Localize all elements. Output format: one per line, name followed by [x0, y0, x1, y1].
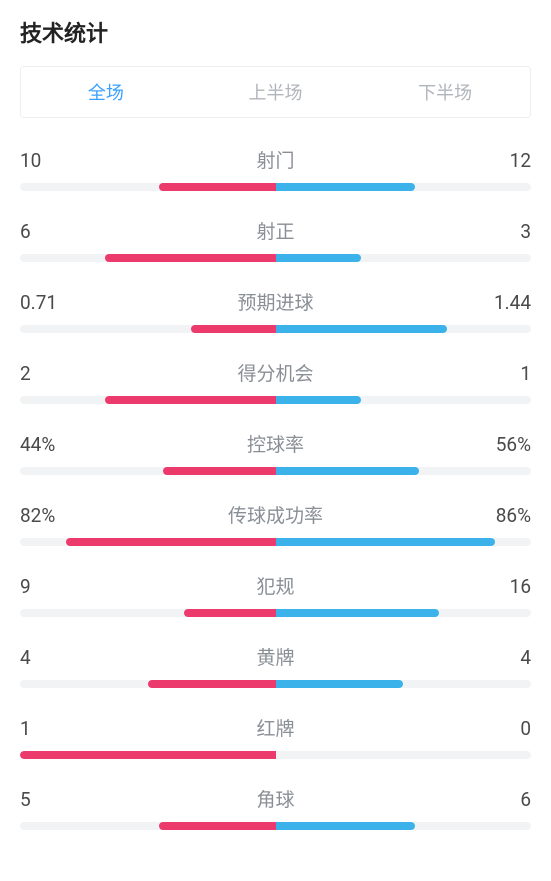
- bar-left-fill: [184, 609, 276, 617]
- stat-bar: [20, 609, 531, 617]
- stat-left-value: 4: [20, 646, 60, 669]
- stat-left-value: 2: [20, 362, 60, 385]
- stat-left-value: 5: [20, 788, 60, 811]
- stat-name: 传球成功率: [60, 501, 491, 528]
- tab-1[interactable]: 上半场: [191, 67, 361, 117]
- stat-bar: [20, 183, 531, 191]
- stat-labels: 1红牌0: [20, 714, 531, 741]
- stat-row: 1红牌0: [20, 714, 531, 759]
- bar-left-fill: [191, 325, 275, 333]
- stat-bar: [20, 254, 531, 262]
- stat-row: 82%传球成功率86%: [20, 501, 531, 546]
- stat-right-value: 4: [491, 646, 531, 669]
- stat-right-value: 1.44: [491, 291, 531, 314]
- stat-right-value: 56%: [491, 433, 531, 456]
- stat-bar: [20, 822, 531, 830]
- tab-2[interactable]: 下半场: [360, 67, 530, 117]
- stat-row: 44%控球率56%: [20, 430, 531, 475]
- stat-row: 0.71预期进球1.44: [20, 288, 531, 333]
- stat-row: 2得分机会1: [20, 359, 531, 404]
- stat-bar: [20, 751, 531, 759]
- period-tabs: 全场上半场下半场: [20, 66, 531, 118]
- bar-left-fill: [159, 822, 275, 830]
- stat-row: 10射门12: [20, 146, 531, 191]
- stat-labels: 0.71预期进球1.44: [20, 288, 531, 315]
- stat-row: 6射正3: [20, 217, 531, 262]
- stat-left-value: 1: [20, 717, 60, 740]
- stat-left-value: 44%: [20, 433, 60, 456]
- stat-row: 9犯规16: [20, 572, 531, 617]
- bar-right-fill: [276, 609, 440, 617]
- stat-bar: [20, 680, 531, 688]
- stat-right-value: 0: [491, 717, 531, 740]
- stat-name: 控球率: [60, 430, 491, 457]
- stat-name: 角球: [60, 785, 491, 812]
- stat-name: 射门: [60, 146, 491, 173]
- bar-right-fill: [276, 254, 361, 262]
- bar-right-fill: [276, 183, 415, 191]
- bar-left-fill: [159, 183, 275, 191]
- stat-right-value: 1: [491, 362, 531, 385]
- stat-labels: 4黄牌4: [20, 643, 531, 670]
- stat-right-value: 16: [491, 575, 531, 598]
- stat-left-value: 0.71: [20, 291, 60, 314]
- tab-0[interactable]: 全场: [21, 67, 191, 117]
- bar-right-fill: [276, 822, 415, 830]
- stat-right-value: 12: [491, 149, 531, 172]
- stat-name: 犯规: [60, 572, 491, 599]
- stat-bar: [20, 325, 531, 333]
- stat-left-value: 10: [20, 149, 60, 172]
- stat-labels: 9犯规16: [20, 572, 531, 599]
- bar-right-fill: [276, 325, 447, 333]
- bar-left-fill: [105, 396, 275, 404]
- bar-left-fill: [105, 254, 275, 262]
- stat-bar: [20, 467, 531, 475]
- bar-left-fill: [148, 680, 276, 688]
- stat-labels: 82%传球成功率86%: [20, 501, 531, 528]
- bar-left-fill: [66, 538, 276, 546]
- bar-right-fill: [276, 538, 496, 546]
- stat-row: 5角球6: [20, 785, 531, 830]
- section-title: 技术统计: [20, 16, 531, 48]
- stats-list: 10射门126射正30.71预期进球1.442得分机会144%控球率56%82%…: [20, 146, 531, 830]
- bar-right-fill: [276, 680, 404, 688]
- bar-right-fill: [276, 467, 419, 475]
- stat-labels: 5角球6: [20, 785, 531, 812]
- stat-name: 得分机会: [60, 359, 491, 386]
- bar-right-fill: [276, 396, 361, 404]
- stat-right-value: 86%: [491, 504, 531, 527]
- stat-row: 4黄牌4: [20, 643, 531, 688]
- stat-left-value: 82%: [20, 504, 60, 527]
- bar-left-fill: [20, 751, 276, 759]
- stat-left-value: 6: [20, 220, 60, 243]
- stat-name: 红牌: [60, 714, 491, 741]
- stat-bar: [20, 538, 531, 546]
- stat-bar: [20, 396, 531, 404]
- stat-labels: 6射正3: [20, 217, 531, 244]
- stat-right-value: 3: [491, 220, 531, 243]
- stat-right-value: 6: [491, 788, 531, 811]
- stat-name: 黄牌: [60, 643, 491, 670]
- stat-left-value: 9: [20, 575, 60, 598]
- stat-labels: 10射门12: [20, 146, 531, 173]
- stat-name: 射正: [60, 217, 491, 244]
- bar-left-fill: [163, 467, 275, 475]
- stat-name: 预期进球: [60, 288, 491, 315]
- stat-labels: 44%控球率56%: [20, 430, 531, 457]
- stat-labels: 2得分机会1: [20, 359, 531, 386]
